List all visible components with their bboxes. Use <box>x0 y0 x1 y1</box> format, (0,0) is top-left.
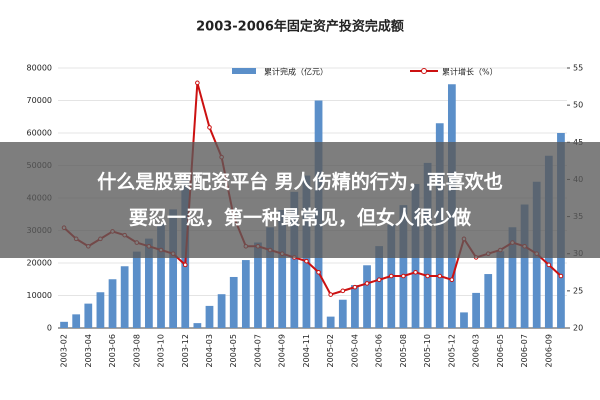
x-tick-label: 2004-05 <box>229 334 238 367</box>
x-tick-label: 2004-07 <box>253 334 262 367</box>
line-marker <box>376 277 382 283</box>
y-tick-label: 0 <box>47 324 52 333</box>
bar <box>169 209 178 328</box>
bar <box>399 205 408 328</box>
line-marker <box>401 273 406 279</box>
x-tick-label: 2003-12 <box>181 334 190 367</box>
bar <box>460 312 468 328</box>
y-tick-label: 60000 <box>27 129 52 138</box>
y-tick-label: 70000 <box>27 96 52 105</box>
bar <box>205 305 214 328</box>
line-marker <box>304 258 309 264</box>
bar <box>96 292 105 328</box>
bar <box>72 314 81 328</box>
bar <box>278 210 287 328</box>
bar <box>508 227 517 328</box>
x-tick-label: 2003-04 <box>84 334 93 367</box>
bar <box>351 285 359 328</box>
bar <box>217 294 226 328</box>
x-tick-label: 2005-12 <box>447 334 456 367</box>
overlay-line: 什么是股票配资平台 男人伤精的行为，再喜欢也 <box>97 171 503 193</box>
x-tick-label: 2005-06 <box>375 334 384 367</box>
x-tick-label: 2004-03 <box>205 334 214 367</box>
legend-swatch <box>421 68 427 74</box>
bar <box>60 321 68 328</box>
bar <box>496 251 505 328</box>
y-tick-label: 80000 <box>27 64 52 73</box>
x-tick-label: 2003-02 <box>60 334 69 367</box>
x-tick-label: 2006-09 <box>544 334 553 367</box>
x-tick-label: 2003-10 <box>157 334 166 367</box>
y2-tick-label: 50 <box>573 101 583 110</box>
x-tick-label: 2004-09 <box>278 334 287 367</box>
line-marker <box>546 262 552 268</box>
bar <box>338 299 347 328</box>
y2-tick-label: 55 <box>573 64 583 73</box>
legend-swatch <box>232 68 256 74</box>
bar <box>472 292 480 328</box>
bar <box>375 246 384 328</box>
legend-label: 累计增长（%） <box>442 67 498 77</box>
line-marker <box>413 269 418 275</box>
bar <box>229 276 238 328</box>
x-tick-label: 2006-03 <box>472 334 481 367</box>
line-marker <box>364 281 370 286</box>
line-marker <box>195 80 200 86</box>
y-tick-label: 10000 <box>27 291 52 300</box>
x-tick-label: 2005-10 <box>423 334 432 367</box>
line-marker <box>182 262 188 268</box>
y-tick-label: 20000 <box>27 259 52 268</box>
x-tick-label: 2005-02 <box>326 334 335 367</box>
bar <box>254 242 262 328</box>
y2-tick-label: 25 <box>573 286 583 295</box>
x-tick-label: 2006-05 <box>496 334 505 367</box>
bar <box>145 238 153 328</box>
bar <box>266 227 274 328</box>
line-marker <box>328 292 333 297</box>
line-marker <box>558 273 564 279</box>
bar <box>326 316 335 328</box>
overlay-banner: 什么是股票配资平台 男人伤精的行为，再喜欢也 要忍一忍，第一种最常见，但女人很少… <box>0 142 600 258</box>
line-marker <box>340 288 346 294</box>
x-tick-label: 2004-11 <box>302 334 311 367</box>
line-marker <box>352 284 358 290</box>
bar <box>108 279 117 328</box>
line-marker <box>437 273 443 279</box>
line-marker <box>425 273 430 279</box>
line-marker <box>388 273 394 279</box>
line-marker <box>316 269 321 275</box>
x-tick-label: 2003-08 <box>132 334 141 367</box>
bar <box>520 204 529 328</box>
bar <box>157 224 165 328</box>
line-marker <box>207 125 212 130</box>
bar <box>193 323 202 328</box>
overlay-line: 要忍一忍，第一种最常见，但女人很少做 <box>128 207 471 229</box>
line-marker <box>449 277 455 283</box>
bar <box>363 265 371 328</box>
chart-title: 2003-2006年固定资产投资完成额 <box>196 19 404 35</box>
bar <box>120 266 129 328</box>
x-tick-label: 2005-08 <box>399 334 408 367</box>
x-tick-label: 2006-07 <box>520 334 529 367</box>
x-tick-label: 2005-04 <box>350 334 359 367</box>
bar <box>132 251 141 328</box>
bar <box>484 274 493 328</box>
bar <box>290 191 299 328</box>
bar <box>241 260 250 328</box>
bar <box>84 303 93 328</box>
y2-tick-label: 20 <box>573 324 583 333</box>
x-tick-label: 2003-06 <box>108 334 117 367</box>
legend-label: 累计完成（亿元） <box>264 67 328 77</box>
